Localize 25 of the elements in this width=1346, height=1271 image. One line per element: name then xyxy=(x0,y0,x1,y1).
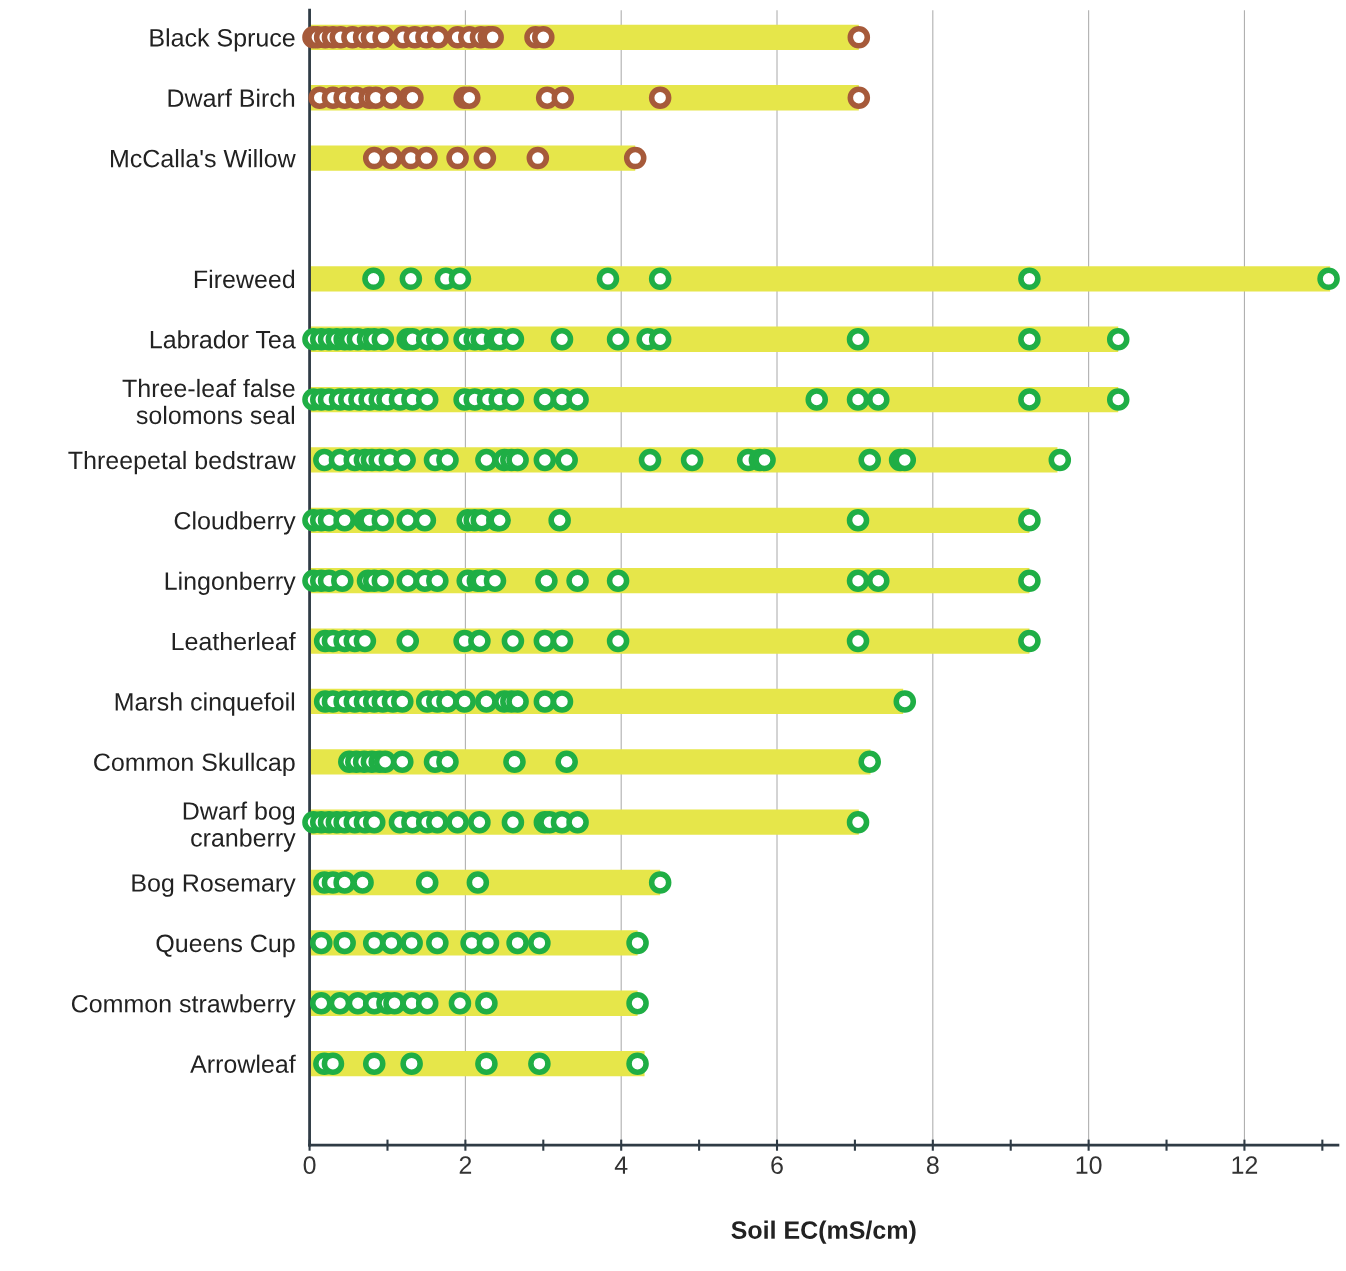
y-tick-label: Common strawberry xyxy=(71,994,296,1018)
y-tick-label: Threepetal bedstraw xyxy=(68,450,296,475)
x-tick-label: 10 xyxy=(1076,1156,1102,1174)
x-tick-label: 2 xyxy=(459,1156,472,1174)
y-tick-label: McCalla's Willow xyxy=(111,149,296,168)
y-tick-label: Common Skullcap xyxy=(94,752,295,777)
y-tick-label: Labrador Tea xyxy=(150,330,296,349)
y-tick-label: Dwarf Birch xyxy=(168,88,295,108)
x-axis-title: Soil EC(mS/cm) xyxy=(731,1220,916,1244)
y-tick-label: Arrowleaf xyxy=(190,1054,296,1073)
y-tick-label: Dwarf bog cranberry xyxy=(183,801,296,852)
x-tick-label: 0 xyxy=(303,1156,316,1174)
x-tick-label: 12 xyxy=(1232,1156,1258,1174)
y-tick-label: Black Spruce xyxy=(150,28,295,52)
y-tick-label: Cloudberry xyxy=(174,511,296,535)
x-tick-label: 6 xyxy=(771,1156,783,1174)
y-tick-label: Queens Cup xyxy=(156,934,295,958)
y-tick-label: Bog Rosemary xyxy=(132,874,296,897)
y-tick-label: Lingonberry xyxy=(165,571,296,595)
y-tick-label: Marsh cinquefoil xyxy=(115,692,295,716)
x-tick-label: 8 xyxy=(926,1156,939,1174)
y-tick-label: Three-leaf false solomons seal xyxy=(122,378,295,425)
y-tick-label: Fireweed xyxy=(194,269,295,289)
y-tick-label: Leatherleaf xyxy=(172,632,296,651)
x-tick-label: 4 xyxy=(614,1156,628,1174)
